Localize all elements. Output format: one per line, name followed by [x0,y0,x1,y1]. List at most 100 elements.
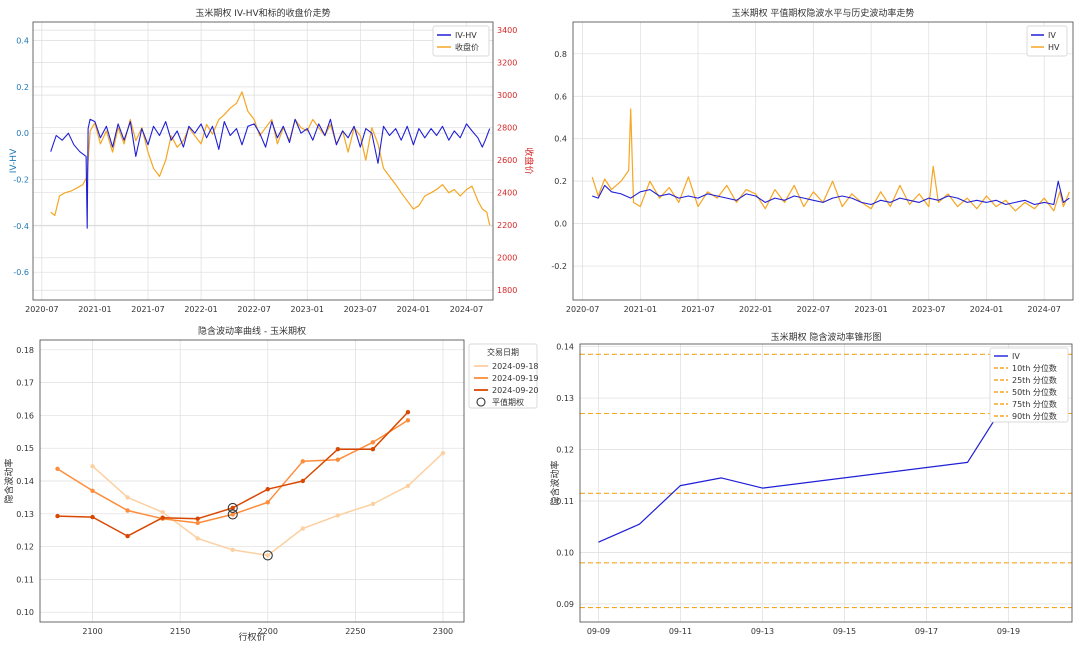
y-tick-label-3: 0.14 [16,477,34,486]
legend-entry-1: IV-HV [455,31,477,40]
iv-smile-point [405,418,411,423]
plot-frame-3 [39,339,465,623]
y2-tick-label-1: 1800 [497,286,517,295]
y-tick-label-2: 0.0 [554,220,567,229]
chart-title-1: 玉米期权 IV-HV和标的收盘价走势 [195,7,330,19]
legend-swatch-3 [476,397,486,407]
y-tick-label-1: -0.6 [13,268,29,277]
iv-series-line [592,180,1070,206]
legend-box-2 [1026,25,1068,57]
y2-axis-label-1: 收盘价 [523,147,535,174]
legend-entry-1: 收盘价 [455,42,479,52]
iv-smile-point [300,526,306,531]
y-tick-label-3: 0.18 [16,346,34,355]
x-tick-label-1: 2024-01 [397,305,430,314]
y-tick-label-2: -0.2 [551,262,567,271]
y-tick-label-3: 0.17 [16,379,34,388]
y-tick-label-3: 0.12 [16,543,34,552]
iv-smile-point [160,515,165,520]
y-tick-label-3: 0.10 [16,608,34,617]
y-axis-label-4: 隐含波动率 [549,460,561,505]
iv-smile-point [125,495,130,500]
legend-box-4 [989,347,1069,423]
x-tick-label-2: 2023-01 [854,305,887,314]
chart-title-2: 玉米期权 平值期权隐波水平与历史波动率走势 [732,7,915,19]
y2-tick-label-1: 3400 [497,26,517,35]
x-tick-label-1: 2020-07 [25,305,58,314]
y-tick-label-1: 0.0 [16,129,29,138]
iv-smile-point [160,509,165,515]
x-tick-label-2: 2024-01 [970,305,1003,314]
atm-marker [227,509,238,520]
x-tick-label-1: 2022-07 [237,305,270,314]
iv-smile-point [300,478,306,484]
iv-smile-point [335,446,341,452]
y2-tick-label-1: 2400 [497,189,517,198]
y-tick-label-4: 0.11 [556,497,574,506]
iv-smile-point [265,500,270,505]
x-tick-label-4: 09-11 [669,627,692,636]
legend-entry-4: 75th 分位数 [1012,399,1057,409]
iv-smile-point [195,516,200,521]
plot-frame-1 [32,21,494,301]
legend-entry-4: 10th 分位数 [1012,363,1057,373]
y-tick-label-4: 0.14 [556,343,574,352]
x-tick-label-1: 2023-01 [291,305,324,314]
y-tick-label-1: -0.4 [13,222,29,231]
iv-smile-point [405,409,411,415]
x-tick-label-2: 2021-07 [681,305,714,314]
iv-smile-point [335,513,341,518]
iv-smile-point [90,464,95,469]
x-tick-label-4: 09-15 [833,627,856,636]
x-tick-label-2: 2024-07 [1027,305,1060,314]
x-axis-label-3: 行权价 [238,631,265,643]
x-tick-label-4: 09-09 [587,627,610,636]
x-tick-label-1: 2022-01 [184,305,217,314]
x-tick-label-3: 2200 [258,627,278,636]
legend-entry-2: HV [1048,43,1060,52]
legend-entry-4: 50th 分位数 [1012,387,1057,397]
y-tick-label-2: 0.8 [554,50,567,59]
y-tick-label-4: 0.13 [556,394,574,403]
iv-smile-point [370,501,376,507]
iv-smile-point [405,483,411,489]
x-tick-label-4: 09-19 [997,627,1020,636]
x-tick-label-2: 2022-01 [739,305,772,314]
y-tick-label-4: 0.10 [556,549,574,558]
y-axis-label-1: IV-HV [9,148,19,173]
iv-smile-point [90,488,95,494]
y-tick-label-2: 0.2 [554,177,567,186]
chart-title-4: 玉米期权 隐含波动率锥形图 [771,331,882,343]
iv-smile-point [195,520,200,526]
iv-smile-point [370,446,376,452]
y-tick-label-1: -0.2 [13,176,29,185]
y-tick-label-2: 0.4 [554,135,567,144]
y-tick-label-3: 0.15 [16,444,34,453]
x-tick-label-4: 09-13 [751,627,774,636]
iv-smile-point [370,440,376,445]
y-tick-label-2: 0.6 [554,92,567,101]
iv-smile-point [55,513,60,519]
y-axis-label-3: 隐含波动率 [3,458,15,503]
hv-series-line [591,108,1070,212]
iv-smile-point [265,486,270,492]
iv-smile-point [230,547,235,553]
y-tick-label-3: 0.16 [16,411,34,420]
iv-smile-point [125,533,130,539]
x-tick-label-2: 2021-01 [624,305,657,314]
x-tick-label-3: 2100 [82,627,102,636]
y-tick-label-1: 0.4 [16,37,29,46]
iv-smile-point [440,450,446,456]
y-tick-label-3: 0.11 [16,575,34,584]
y2-tick-label-1: 2200 [497,221,517,230]
x-tick-label-1: 2024-07 [450,305,483,314]
y2-tick-label-1: 2600 [497,156,517,165]
plot-frame-4 [579,343,1073,623]
iv-smile-point [335,457,341,462]
y-tick-label-4: 0.09 [556,600,574,609]
legend-box-3 [468,343,538,409]
close-price-series-line [50,91,491,226]
plot-frame-2 [572,21,1074,301]
iv-smile-point [230,505,235,511]
